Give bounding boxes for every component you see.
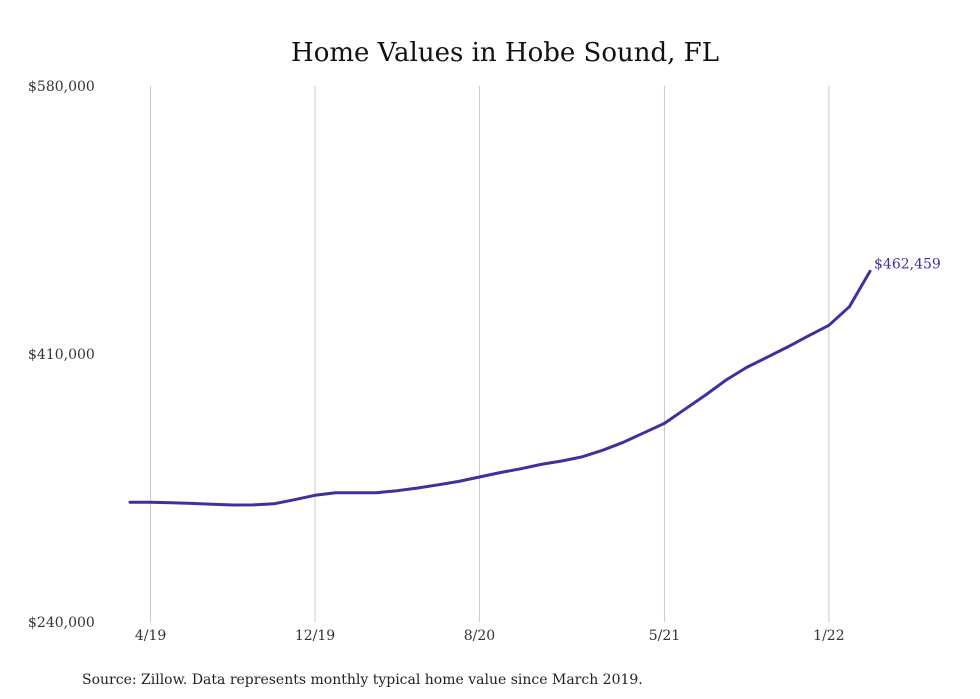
x-tick-label: 8/20 (464, 628, 495, 644)
x-tick-label: 4/19 (135, 628, 166, 644)
chart-title: Home Values in Hobe Sound, FL (291, 38, 719, 68)
y-tick-label: $410,000 (28, 347, 95, 363)
y-tick-label: $240,000 (28, 615, 95, 631)
end-value-label: $462,459 (874, 256, 941, 272)
gridlines (150, 86, 830, 622)
x-tick-label: 1/22 (813, 628, 844, 644)
y-tick-label: $580,000 (28, 79, 95, 95)
x-axis-tick-labels: 4/19 12/19 8/20 5/21 1/22 (135, 628, 845, 644)
series-line (128, 269, 872, 507)
x-tick-label: 5/21 (649, 628, 680, 644)
data-labels: $462,459 (874, 256, 941, 272)
source-note: Source: Zillow. Data represents monthly … (82, 672, 643, 688)
series-lines (128, 269, 872, 507)
y-axis-tick-labels: $240,000 $410,000 $580,000 (28, 79, 95, 631)
x-tick-label: 12/19 (295, 628, 335, 644)
